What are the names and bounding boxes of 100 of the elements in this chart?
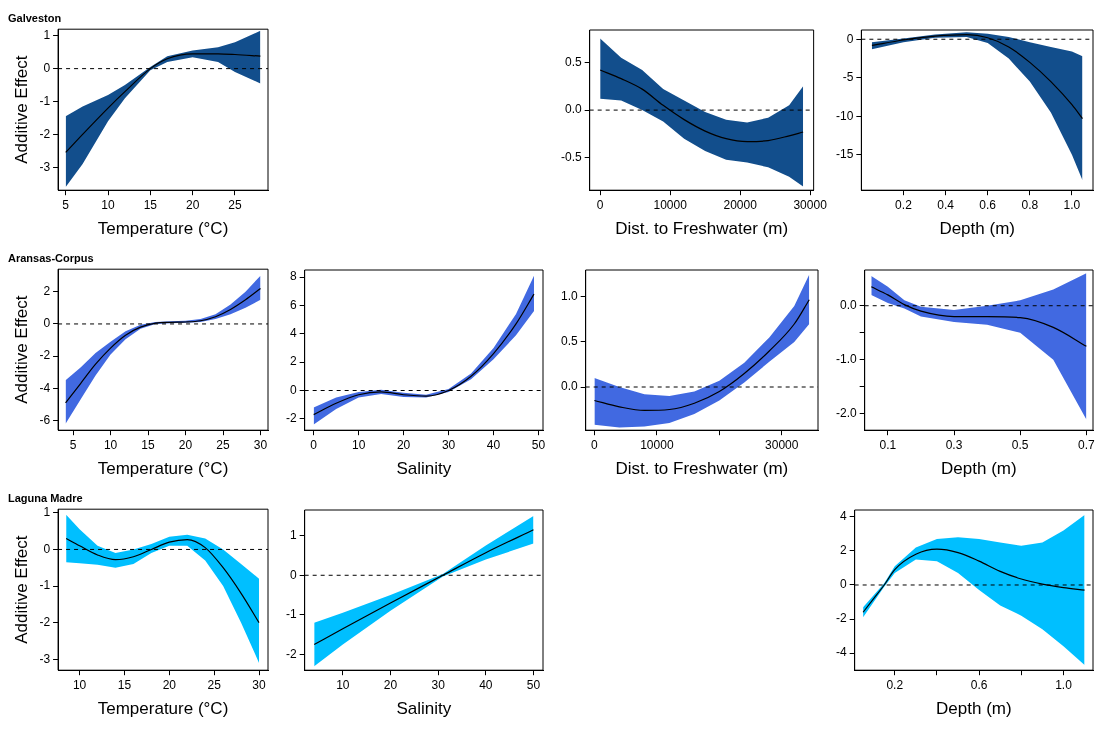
- x-tick-label: 15: [141, 437, 156, 452]
- x-axis-title: Depth (m): [936, 699, 1012, 719]
- y-tick-label: 0: [839, 577, 847, 592]
- x-axis-title: Temperature (°C): [97, 459, 229, 479]
- y-tick-label: -6: [39, 412, 51, 427]
- x-tick-label: 10: [351, 437, 366, 452]
- y-tick-label: 0.0: [564, 102, 582, 117]
- x-tick-label: 25: [207, 677, 222, 692]
- x-axis-title: Dist. to Freshwater (m): [615, 219, 789, 239]
- x-tick-label: 10: [101, 197, 116, 212]
- x-tick-label: 50: [531, 437, 546, 452]
- x-tick-label: 30: [441, 437, 456, 452]
- x-tick-label: 0.1: [879, 437, 897, 452]
- x-tick-label: 20: [162, 677, 177, 692]
- x-tick-label: 30: [431, 677, 446, 692]
- y-tick-label: 0: [43, 541, 51, 556]
- x-tick-label: 10: [72, 677, 87, 692]
- y-tick-label: 8: [289, 269, 297, 284]
- y-tick-label: -2.0: [835, 406, 857, 421]
- x-tick-label: 25: [228, 197, 242, 212]
- x-tick-label: 10: [336, 677, 350, 692]
- x-tick-label: 0.7: [1078, 437, 1096, 452]
- x-axis-title: Depth (m): [939, 219, 1015, 239]
- x-tick-label: 5: [69, 437, 77, 452]
- y-tick-label: -2: [39, 348, 51, 363]
- x-tick-label: 40: [486, 437, 501, 452]
- y-tick-label: 0: [43, 316, 51, 331]
- x-axis-title: Depth (m): [941, 459, 1017, 479]
- x-tick-label: 40: [479, 677, 493, 692]
- y-tick-label: -10: [836, 108, 854, 123]
- y-tick-label: -4: [836, 645, 847, 660]
- y-axis-title: Additive Effect: [11, 295, 31, 404]
- y-tick-label: 2: [289, 354, 297, 369]
- x-tick-label: 5: [62, 197, 70, 212]
- y-tick-label: 4: [839, 509, 847, 524]
- y-tick-label: -1: [286, 607, 297, 622]
- y-tick-label: 6: [289, 297, 297, 312]
- x-tick-label: 20: [383, 677, 398, 692]
- y-tick-label: 2: [43, 284, 51, 299]
- y-tick-label: -1: [39, 93, 51, 108]
- x-tick-label: 0.4: [937, 197, 955, 212]
- x-tick-label: 30000: [793, 197, 828, 212]
- x-tick-label: 30: [253, 437, 268, 452]
- y-tick-label: -2: [836, 611, 847, 626]
- y-tick-label: -2: [39, 614, 51, 629]
- x-tick-label: 20: [185, 197, 200, 212]
- x-axis-title: Temperature (°C): [97, 699, 229, 719]
- x-tick-label: 1.0: [1063, 197, 1081, 212]
- x-tick-label: 0: [596, 197, 604, 212]
- x-axis-title: Temperature (°C): [97, 219, 229, 239]
- y-tick-label: 0: [846, 31, 854, 46]
- chart-title: Aransas-Corpus: [8, 251, 94, 264]
- x-axis-title: Salinity: [396, 699, 452, 719]
- x-tick-label: 0.2: [895, 197, 913, 212]
- y-tick-label: -3: [39, 651, 51, 666]
- x-tick-label: 10000: [653, 197, 688, 212]
- y-tick-label: 1: [43, 505, 51, 520]
- x-tick-label: 0.6: [970, 677, 988, 692]
- y-tick-label: 0: [289, 567, 297, 582]
- x-tick-label: 25: [216, 437, 231, 452]
- y-tick-label: 4: [289, 326, 297, 341]
- chart-title: Galveston: [8, 11, 62, 24]
- y-tick-label: -2: [39, 126, 51, 141]
- y-tick-label: -2: [286, 646, 297, 661]
- x-tick-label: 0: [310, 437, 318, 452]
- y-tick-label: 1: [43, 28, 51, 43]
- y-tick-label: 0: [43, 60, 51, 75]
- x-tick-label: 50: [526, 677, 541, 692]
- x-tick-label: 20: [396, 437, 411, 452]
- x-tick-label: 0.6: [979, 197, 997, 212]
- x-tick-label: 30: [252, 677, 267, 692]
- y-tick-label: 0: [289, 382, 297, 397]
- x-tick-label: 10000: [640, 437, 674, 452]
- chart-title: Laguna Madre: [8, 491, 83, 504]
- y-tick-label: 0.0: [839, 298, 857, 313]
- y-tick-label: -0.5: [560, 150, 582, 165]
- y-tick-label: -1: [39, 578, 51, 593]
- y-tick-label: 0.5: [564, 54, 582, 69]
- x-tick-label: 15: [143, 197, 158, 212]
- y-tick-label: -3: [39, 159, 51, 174]
- y-tick-label: 0.5: [560, 334, 578, 349]
- y-axis-title: Additive Effect: [11, 55, 31, 164]
- x-tick-label: 1.0: [1055, 677, 1073, 692]
- x-tick-label: 30000: [765, 437, 799, 452]
- x-tick-label: 0.3: [945, 437, 963, 452]
- y-tick-label: -2: [286, 411, 297, 426]
- x-tick-label: 0.5: [1011, 437, 1029, 452]
- x-tick-label: 0.2: [886, 677, 904, 692]
- y-tick-label: -1.0: [835, 352, 857, 367]
- x-tick-label: 10: [103, 437, 118, 452]
- x-tick-label: 0: [591, 437, 599, 452]
- y-tick-label: -5: [842, 70, 854, 85]
- y-axis-title: Additive Effect: [11, 535, 31, 644]
- x-tick-label: 20: [178, 437, 193, 452]
- x-axis-title: Dist. to Freshwater (m): [615, 459, 789, 479]
- x-tick-label: 20000: [723, 197, 758, 212]
- x-tick-label: 0.8: [1021, 197, 1039, 212]
- y-tick-label: 1.0: [560, 289, 578, 304]
- y-tick-label: 1: [289, 528, 297, 543]
- y-tick-label: -15: [836, 147, 854, 162]
